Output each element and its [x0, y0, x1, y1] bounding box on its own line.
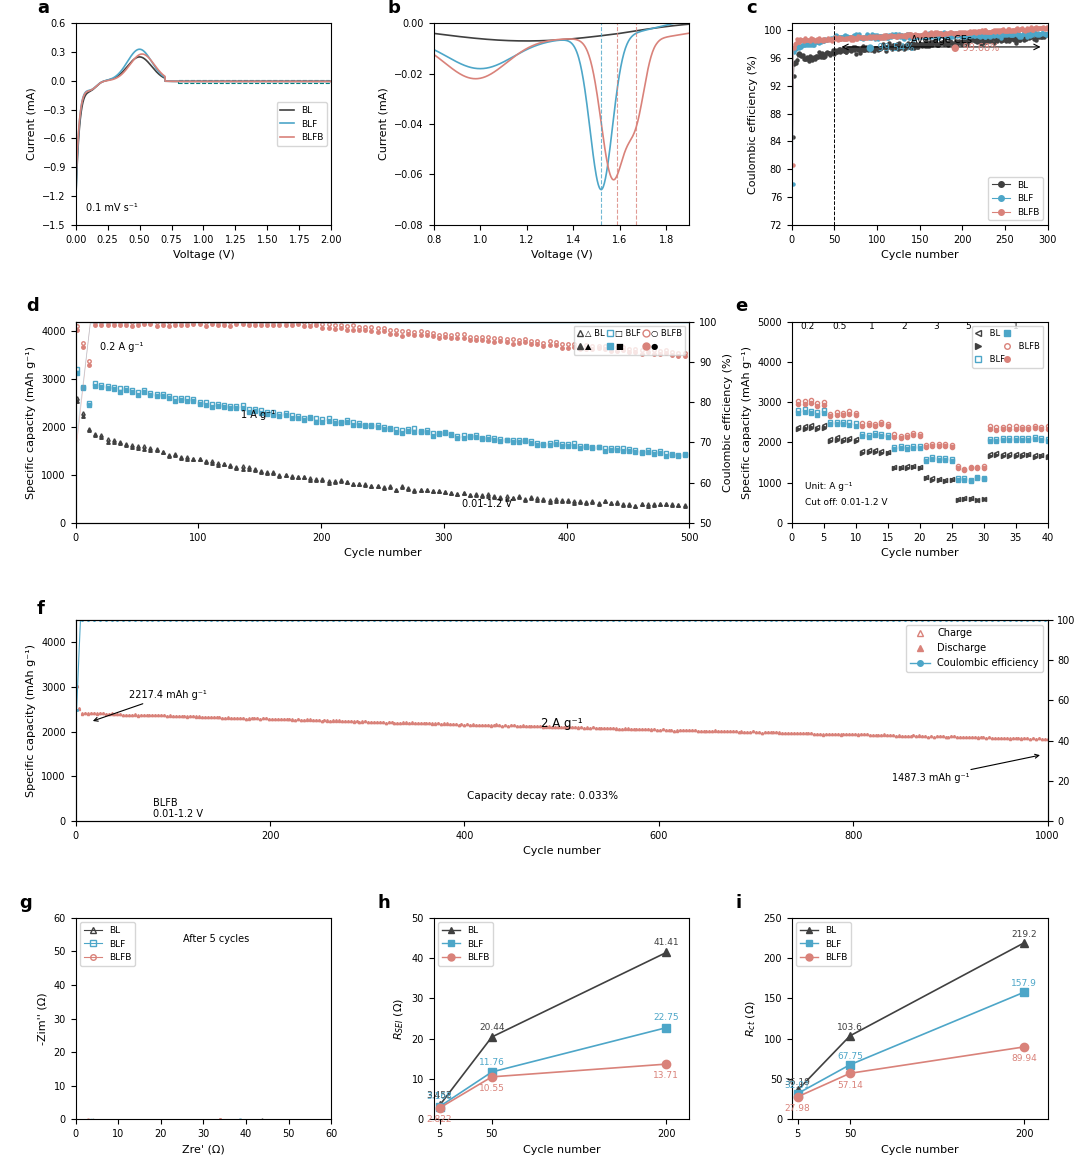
- Legend: BL, BLF, BLFB: BL, BLF, BLFB: [276, 103, 327, 146]
- Text: 3.452: 3.452: [427, 1091, 453, 1101]
- Legend: BL, BLF, BLFB: BL, BLF, BLFB: [80, 922, 135, 965]
- Text: 2 A g⁻¹: 2 A g⁻¹: [541, 717, 582, 730]
- Text: Unit: A g⁻¹: Unit: A g⁻¹: [805, 482, 852, 491]
- Text: 89.94: 89.94: [1012, 1054, 1037, 1063]
- X-axis label: Cycle number: Cycle number: [523, 1145, 600, 1154]
- Text: e: e: [735, 297, 747, 316]
- Text: 20.44: 20.44: [480, 1023, 504, 1032]
- Text: 0.01-1.2 V: 0.01-1.2 V: [153, 809, 203, 819]
- Text: 3: 3: [933, 322, 939, 331]
- Text: g: g: [19, 894, 32, 912]
- Text: 36.19: 36.19: [785, 1077, 811, 1087]
- Text: 1487.3 mAh g⁻¹: 1487.3 mAh g⁻¹: [892, 754, 1039, 782]
- Text: 41.41: 41.41: [653, 939, 679, 947]
- Text: h: h: [377, 894, 390, 912]
- Text: 103.6: 103.6: [837, 1024, 863, 1032]
- Text: Capacity decay rate: 0.033%: Capacity decay rate: 0.033%: [467, 791, 618, 801]
- Text: 5: 5: [964, 322, 971, 331]
- Text: a: a: [37, 0, 50, 17]
- Text: 10.55: 10.55: [478, 1084, 504, 1093]
- Legend:  BL, ,  BLF, ,  BLFB, : BL, , BLF, , BLFB,: [972, 325, 1043, 367]
- Legend: Charge, Discharge, Coulombic efficiency: Charge, Discharge, Coulombic efficiency: [906, 625, 1042, 672]
- Legend: △ BL, ▲, □ BLF, ■, ○ BLFB, ●: △ BL, ▲, □ BLF, ■, ○ BLFB, ●: [573, 325, 686, 354]
- Y-axis label: Current (mA): Current (mA): [379, 87, 389, 161]
- Text: 0.01-1.2 V: 0.01-1.2 V: [462, 499, 512, 508]
- Y-axis label: -Zim'' (Ω): -Zim'' (Ω): [38, 992, 48, 1045]
- Text: ● 99.54%: ● 99.54%: [866, 43, 914, 54]
- Text: 1: 1: [869, 322, 875, 331]
- Text: 2.822: 2.822: [427, 1115, 453, 1124]
- Y-axis label: Specific capacity (mAh g⁻¹): Specific capacity (mAh g⁻¹): [26, 346, 36, 499]
- Text: 1 A g⁻¹: 1 A g⁻¹: [241, 410, 275, 420]
- Text: 0.2 A g⁻¹: 0.2 A g⁻¹: [100, 342, 144, 352]
- Text: Cut off: 0.01-1.2 V: Cut off: 0.01-1.2 V: [805, 498, 887, 507]
- Text: i: i: [735, 894, 742, 912]
- Y-axis label: Specific capacity (mAh g⁻¹): Specific capacity (mAh g⁻¹): [742, 346, 752, 499]
- Text: 32.01: 32.01: [785, 1081, 810, 1090]
- Text: f: f: [37, 599, 44, 618]
- X-axis label: Cycle number: Cycle number: [881, 250, 959, 260]
- Text: Average CEs: Average CEs: [910, 35, 972, 45]
- Text: 3.168: 3.168: [427, 1093, 453, 1102]
- X-axis label: Voltage (V): Voltage (V): [530, 250, 593, 260]
- Y-axis label: $R_{SEI}$ (Ω): $R_{SEI}$ (Ω): [392, 998, 406, 1040]
- Y-axis label: Current (mA): Current (mA): [27, 87, 37, 161]
- X-axis label: Cycle number: Cycle number: [881, 1145, 959, 1154]
- Text: 27.98: 27.98: [785, 1104, 810, 1114]
- Text: 0.5: 0.5: [833, 322, 847, 331]
- Text: ● 99.68%: ● 99.68%: [951, 43, 999, 54]
- Text: 11.76: 11.76: [478, 1058, 504, 1067]
- X-axis label: Cycle number: Cycle number: [523, 847, 600, 857]
- Text: 2: 2: [901, 322, 906, 331]
- Text: 2217.4 mAh g⁻¹: 2217.4 mAh g⁻¹: [94, 690, 206, 721]
- Text: 157.9: 157.9: [1011, 979, 1037, 989]
- Text: 22.75: 22.75: [653, 1013, 679, 1023]
- Y-axis label: Coulombic efficiency (%): Coulombic efficiency (%): [724, 353, 733, 492]
- Y-axis label: $R_{ct}$ (Ω): $R_{ct}$ (Ω): [744, 1000, 758, 1038]
- Text: d: d: [27, 297, 39, 316]
- X-axis label: Cycle number: Cycle number: [343, 548, 421, 559]
- Text: b: b: [388, 0, 401, 17]
- X-axis label: Zre' (Ω): Zre' (Ω): [183, 1145, 225, 1154]
- Legend: BL, BLF, BLFB: BL, BLF, BLFB: [438, 922, 494, 965]
- Text: 219.2: 219.2: [1012, 930, 1037, 939]
- Legend: BL, BLF, BLFB: BL, BLF, BLFB: [988, 177, 1043, 220]
- Text: c: c: [746, 0, 756, 17]
- Text: 57.14: 57.14: [837, 1081, 863, 1090]
- Y-axis label: Specific capacity (mAh g⁻¹): Specific capacity (mAh g⁻¹): [26, 644, 36, 796]
- X-axis label: Cycle number: Cycle number: [881, 548, 959, 559]
- Text: 0.2: 0.2: [800, 322, 815, 331]
- Text: After 5 cycles: After 5 cycles: [184, 934, 249, 944]
- Text: BLFB: BLFB: [153, 798, 178, 808]
- Bar: [178, 79, 328, 83]
- Text: 0.1 mV s⁻¹: 0.1 mV s⁻¹: [85, 203, 137, 212]
- Y-axis label: Coulombic efficiency (%): Coulombic efficiency (%): [748, 55, 758, 194]
- X-axis label: Voltage (V): Voltage (V): [173, 250, 234, 260]
- Text: 13.71: 13.71: [653, 1072, 679, 1080]
- Text: 1: 1: [1013, 322, 1018, 331]
- Text: 67.75: 67.75: [837, 1052, 863, 1061]
- Legend: BL, BLF, BLFB: BL, BLF, BLFB: [796, 922, 851, 965]
